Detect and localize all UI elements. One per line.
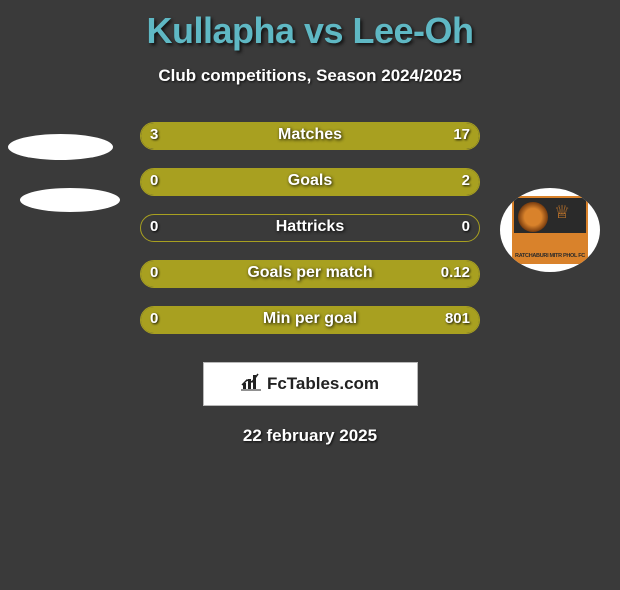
fctables-logo[interactable]: FcTables.com [203,362,418,406]
stat-row-min-per-goal: 0 801 Min per goal [0,306,620,352]
stat-label: Goals per match [140,264,480,282]
comparison-card: Kullapha vs Lee-Oh Club competitions, Se… [0,10,620,446]
chart-icon [241,373,263,396]
page-title: Kullapha vs Lee-Oh [0,10,620,52]
stat-label: Hattricks [140,218,480,236]
logo-label: FcTables.com [267,374,379,394]
stat-row-goals-per-match: 0 0.12 Goals per match [0,260,620,306]
stat-row-hattricks: 0 0 Hattricks [0,214,620,260]
subtitle: Club competitions, Season 2024/2025 [0,66,620,86]
stat-label: Matches [140,126,480,144]
stats-list: 3 17 Matches 0 2 Goals 0 0 Hattricks 0 0… [0,122,620,352]
comparison-date: 22 february 2025 [0,426,620,446]
stat-row-goals: 0 2 Goals [0,168,620,214]
stat-label: Goals [140,172,480,190]
stat-row-matches: 3 17 Matches [0,122,620,168]
stat-label: Min per goal [140,310,480,328]
